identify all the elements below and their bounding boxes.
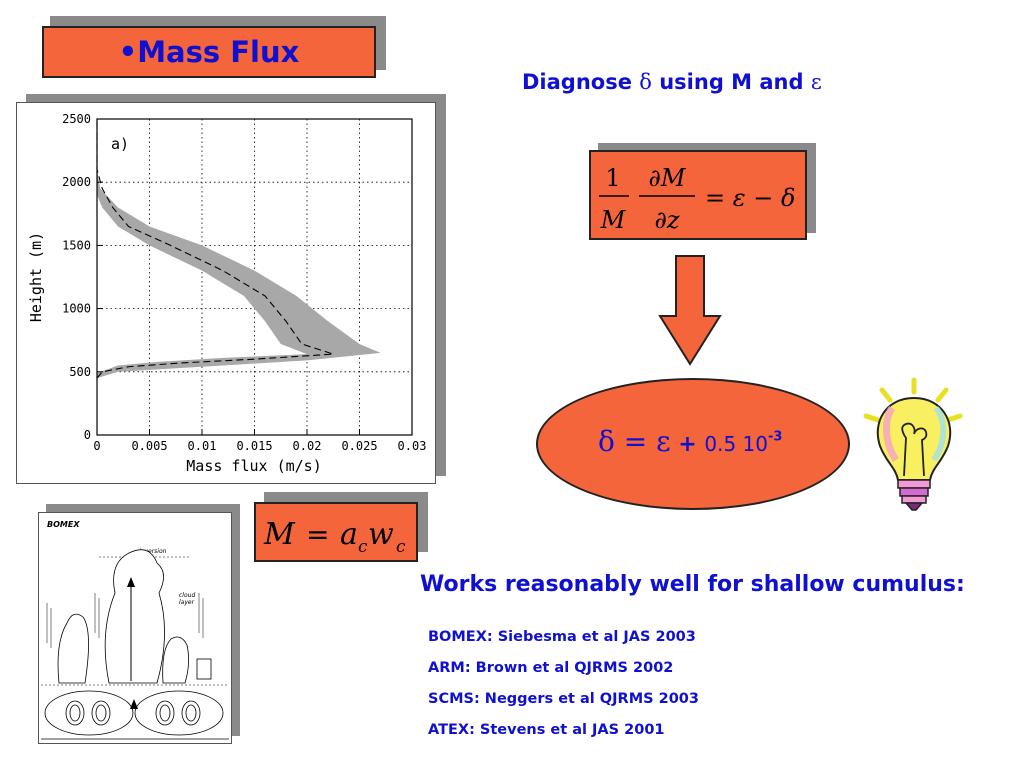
eq-numerator-one: 1 — [605, 164, 620, 192]
thermal-rolls — [65, 700, 201, 726]
down-arrow-icon — [658, 255, 722, 366]
mass-eq-w-sub: c — [396, 537, 406, 557]
x-axis-label: Mass flux (m/s) — [186, 457, 321, 475]
diagnose-text: Diagnose δ using M and ε — [522, 70, 822, 94]
central-cloud — [104, 549, 165, 684]
x-tick-label: 0.03 — [398, 439, 427, 453]
reference-atex: ATEX: Stevens et al JAS 2001 — [428, 722, 665, 738]
y-tick-label: 500 — [69, 365, 91, 379]
eq-rhs: = ε − δ — [705, 184, 795, 212]
mass-eq-equals: = — [306, 518, 329, 551]
spread-band — [97, 169, 381, 379]
left-cloud — [57, 613, 89, 684]
downdraft-arrows — [46, 593, 204, 648]
y-tick-label: 1500 — [62, 238, 91, 252]
small-cloud — [196, 658, 212, 680]
mass-flux-chart: 0 0.005 0.01 0.015 0.02 0.025 0.03 0 500 1000 1500… — [27, 112, 427, 475]
reference-arm: ARM: Brown et al QJRMS 2002 — [428, 660, 674, 676]
y-tick-label: 1000 — [62, 302, 91, 316]
diagnose-middle: using M and — [651, 70, 811, 94]
x-tick-label: 0.025 — [341, 439, 377, 453]
mass-flux-equation: M = a c w c — [254, 502, 418, 562]
reference-scms: SCMS: Neggers et al QJRMS 2003 — [428, 691, 699, 707]
layer-label: layer — [179, 599, 195, 606]
y-tick-label: 2000 — [62, 175, 91, 189]
slide-title: •Mass Flux — [42, 26, 376, 78]
reference-bomex: BOMEX: Siebesma et al JAS 2003 — [428, 629, 696, 645]
panel-label: a) — [111, 135, 129, 153]
x-tick-label: 0.005 — [131, 439, 167, 453]
y-tick-label: 2500 — [62, 112, 91, 126]
bomex-schematic: BOMEX inversion cloud layer — [38, 512, 232, 744]
x-tick-label: 0.02 — [293, 439, 322, 453]
result-lhs: δ = ε — [598, 425, 671, 458]
diagnose-prefix: Diagnose — [522, 70, 640, 94]
eq-denominator-dz: ∂z — [654, 206, 679, 234]
slide-title-text: •Mass Flux — [118, 35, 300, 69]
result-plus: + — [670, 432, 705, 457]
right-cloud — [162, 636, 189, 684]
lightbulb-icon — [863, 377, 963, 511]
equation-svg: 1 M ∂M ∂z = ε − δ — [599, 164, 795, 234]
bomex-title: BOMEX — [47, 520, 80, 529]
eq-denominator-m: M — [600, 206, 627, 234]
x-tick-label: 0.01 — [188, 439, 217, 453]
x-tick-label: 0.015 — [236, 439, 272, 453]
right-circulation — [134, 690, 224, 736]
updraft-arrowhead — [127, 577, 135, 587]
x-tick-label: 0 — [93, 439, 100, 453]
mass-eq-a-sub: c — [358, 537, 368, 557]
delta-symbol: δ — [639, 70, 652, 94]
mass-budget-equation: 1 M ∂M ∂z = ε − δ — [589, 150, 807, 240]
surface-arrow-icon — [130, 699, 138, 709]
y-tick-label: 0 — [84, 428, 91, 442]
inversion-label: inversion — [139, 548, 167, 555]
result-exponent: -3 — [768, 429, 783, 445]
mass-eq-w: w — [368, 517, 394, 552]
result-value: 0.5 10 — [704, 432, 769, 456]
result-equation: δ = ε + 0.5 10-3 — [598, 425, 782, 458]
result-ellipse — [536, 378, 850, 510]
epsilon-symbol: ε — [810, 70, 822, 94]
mass-eq-a: a — [340, 517, 358, 552]
mass-eq-svg: M = a c w c — [263, 517, 406, 557]
y-axis-label: Height (m) — [27, 232, 45, 322]
eq-numerator-dm: ∂M — [649, 164, 687, 192]
cloud-label: cloud — [179, 592, 195, 599]
mass-flux-plot: 0 0.005 0.01 0.015 0.02 0.025 0.03 0 500 1000 1500… — [16, 102, 436, 484]
left-circulation — [44, 690, 134, 736]
mass-eq-m: M — [263, 517, 296, 552]
works-statement: Works reasonably well for shallow cumulu… — [420, 572, 965, 597]
bomex-diagram: BOMEX inversion cloud layer — [41, 520, 229, 740]
mean-mass-flux-line — [96, 119, 334, 379]
